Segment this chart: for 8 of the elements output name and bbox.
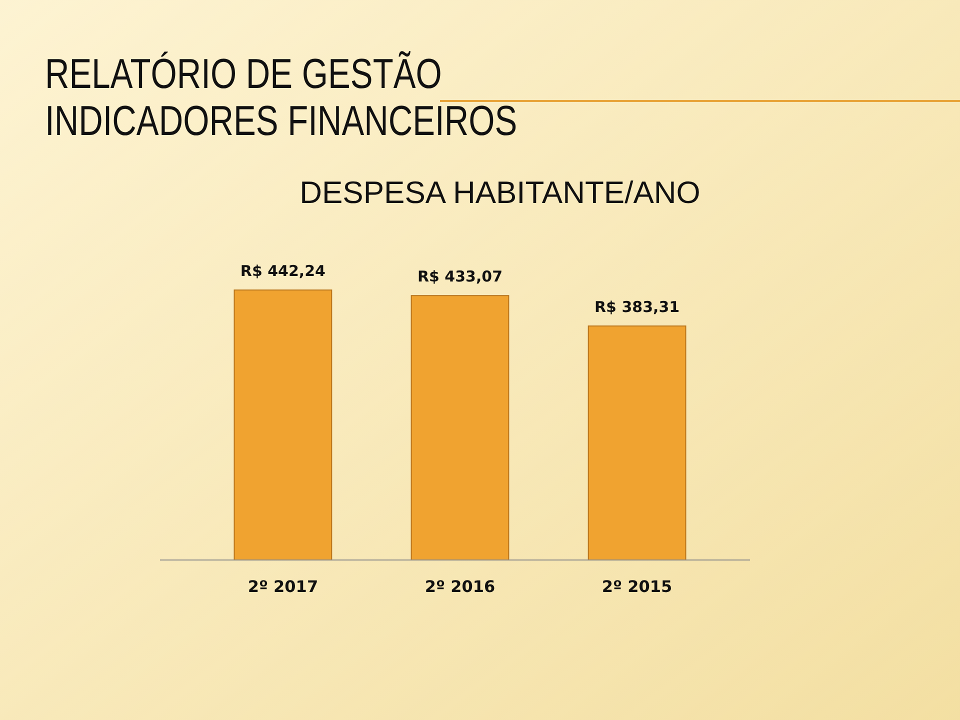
- chart-subtitle: DESPESA HABITANTE/ANO: [300, 175, 700, 210]
- chart-title: RELATÓRIO DE GESTÃO INDICADORES FINANCEIROS: [45, 50, 518, 145]
- x-tick-label: 2º 2016: [424, 577, 496, 596]
- data-label: R$ 442,24: [240, 262, 326, 280]
- data-label: R$ 433,07: [417, 268, 503, 286]
- data-label: R$ 383,31: [594, 298, 680, 316]
- x-tick-label: 2º 2017: [248, 577, 318, 596]
- x-tick-label: 2º 2015: [602, 577, 672, 596]
